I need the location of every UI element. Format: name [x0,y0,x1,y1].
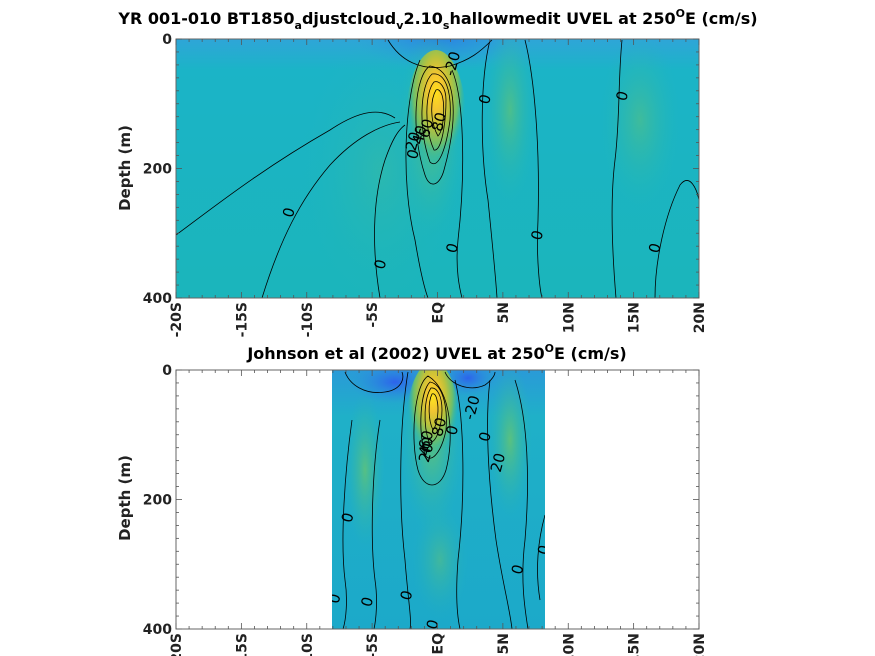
panel-1-contours [176,39,699,298]
contour-label: 0 [279,206,299,220]
x-tick-label: 10N [561,633,577,656]
contour-label: 60 [415,428,437,451]
contour-label: 0 [442,423,462,437]
x-tick-label: 20N [692,633,708,656]
y-tick-label: 200 [143,493,172,509]
contour-label: 0 [527,228,547,242]
contour-label: 0 [475,92,495,106]
x-tick-label: 15N [627,302,643,333]
x-tick-label: 15N [627,633,643,656]
x-tick-label: EQ [431,302,447,324]
panel-2-ylabel: Depth (m) [116,455,134,541]
contour-label: 0 [612,89,632,103]
contour-label: 20 [415,441,437,464]
y-tick-label: 200 [143,162,172,178]
x-tick-label: 10N [561,302,577,333]
contour-label: 40 [415,435,437,458]
y-tick-label: 0 [162,32,172,48]
x-tick-label: 5N [496,633,512,654]
y-tick-label: 400 [143,291,172,307]
contour-label: 0 [508,562,528,576]
contour-label: 80 [428,110,450,133]
x-tick-label: -10S [300,633,316,656]
x-tick-label: 5N [496,302,512,323]
y-tick-label: 400 [143,622,172,638]
contour-label: 0 [475,430,495,444]
x-tick-label: -20S [169,633,185,656]
panel-2-title: Johnson et al (2002) UVEL at 250OE (cm/s… [246,342,626,363]
x-tick-label: -10S [300,302,316,337]
panel-2-xticks: -20S -15S -10S -5S EQ 5N 10N 15N 20N [169,370,708,656]
x-tick-label: -15S [234,633,250,656]
contour-label: -20 [460,393,484,421]
contour-label: 0 [397,588,417,602]
contour-label: 20 [487,451,509,474]
contour-label: 0 [338,511,358,525]
y-tick-label: 0 [162,363,172,379]
panel-1: YR 001-010 BT1850adjustcloudv2.10shallow… [116,7,758,337]
contour-label: 0 [534,543,554,557]
x-tick-label: -5S [365,302,381,328]
contour-label: 0 [442,241,462,255]
x-tick-label: -5S [365,633,381,656]
x-tick-label: -20S [169,302,185,337]
contour-label: 0 [403,147,423,161]
contour-label: 0 [370,257,390,271]
contour-label: 20 [402,130,424,153]
x-tick-label: 20N [692,302,708,333]
contour-label: 60 [415,117,437,140]
contour-label: 0 [357,595,377,609]
panel-1-xticks: -20S -15S -10S -5S EQ 5N 10N 15N 20N [169,39,708,337]
x-tick-label: -15S [234,302,250,337]
panel-1-ylabel: Depth (m) [116,125,134,211]
x-tick-label: EQ [431,633,447,655]
panel-2: Johnson et al (2002) UVEL at 250OE (cm/s… [116,342,708,656]
panel-1-title: YR 001-010 BT1850adjustcloudv2.10shallow… [117,7,757,32]
contour-label: 40 [408,123,430,146]
contour-label: 0 [423,618,443,632]
panel-2-contours [342,371,545,629]
contour-label: -20 [440,49,464,77]
contour-label: 0 [645,241,665,255]
contour-label: 80 [428,415,450,438]
